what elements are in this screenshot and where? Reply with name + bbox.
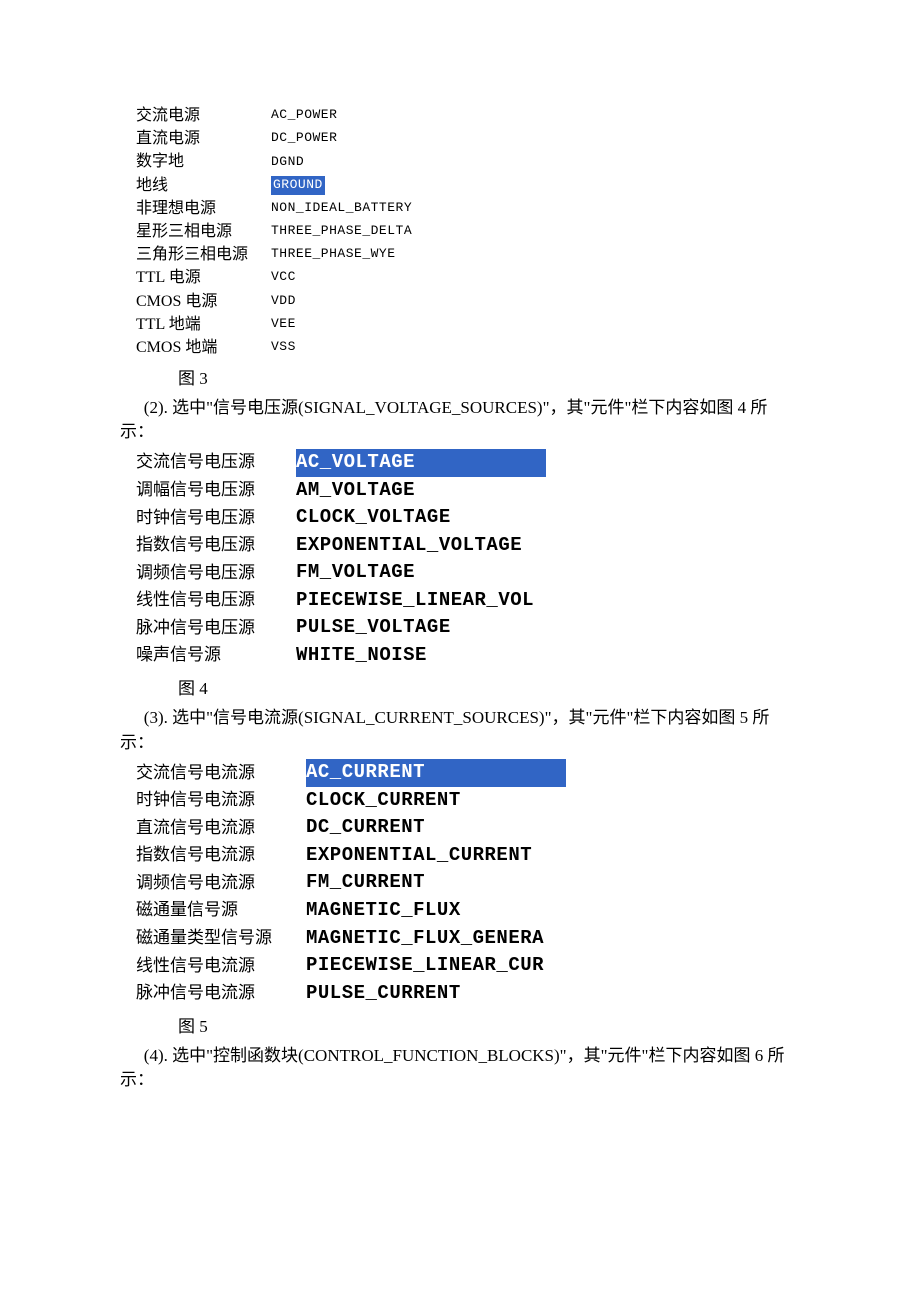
row-label-en[interactable]: MAGNETIC_FLUX_GENERA <box>306 925 566 953</box>
table-row: 交流信号电流源AC_CURRENT <box>136 759 566 787</box>
table-row: 脉冲信号电流源PULSE_CURRENT <box>136 980 566 1008</box>
table-row: 直流电源DC_POWER <box>136 127 412 150</box>
fig5-caption: 图 5 <box>178 1015 800 1040</box>
row-label-en[interactable]: VSS <box>271 336 412 359</box>
table-row: TTL 地端VEE <box>136 313 412 336</box>
table-row: 时钟信号电压源CLOCK_VOLTAGE <box>136 504 546 532</box>
table-row: 线性信号电压源PIECEWISE_LINEAR_VOL <box>136 587 546 615</box>
table-row: CMOS 地端VSS <box>136 336 412 359</box>
row-label-cn: 脉冲信号电流源 <box>136 980 306 1008</box>
table-row: 调幅信号电压源AM_VOLTAGE <box>136 477 546 505</box>
row-label-cn: 噪声信号源 <box>136 642 296 670</box>
paragraph-4: (4). 选中"控制函数块(CONTROL_FUNCTION_BLOCKS)"，… <box>120 1044 800 1093</box>
table-row: 调频信号电压源FM_VOLTAGE <box>136 559 546 587</box>
row-label-cn: 直流信号电流源 <box>136 814 306 842</box>
fig4-table: 交流信号电压源AC_VOLTAGE调幅信号电压源AM_VOLTAGE时钟信号电压… <box>136 449 546 669</box>
row-label-cn: 交流信号电流源 <box>136 759 306 787</box>
row-label-en[interactable]: PIECEWISE_LINEAR_CUR <box>306 952 566 980</box>
row-label-cn: 交流电源 <box>136 104 271 127</box>
row-label-en[interactable]: GROUND <box>271 174 412 197</box>
row-label-en[interactable]: VEE <box>271 313 412 336</box>
row-label-cn: 磁通量信号源 <box>136 897 306 925</box>
row-label-cn: 线性信号电压源 <box>136 587 296 615</box>
row-label-en[interactable]: FM_CURRENT <box>306 869 566 897</box>
fig4-caption: 图 4 <box>178 677 800 702</box>
table-row: CMOS 电源VDD <box>136 290 412 313</box>
table-row: 地线GROUND <box>136 174 412 197</box>
row-label-en[interactable]: AC_POWER <box>271 104 412 127</box>
row-label-en[interactable]: CLOCK_VOLTAGE <box>296 504 546 532</box>
row-label-cn: 星形三相电源 <box>136 220 271 243</box>
row-label-cn: 调幅信号电压源 <box>136 477 296 505</box>
table-row: 数字地DGND <box>136 150 412 173</box>
fig3-caption: 图 3 <box>178 367 800 392</box>
row-label-cn: 地线 <box>136 174 271 197</box>
table-row: 星形三相电源THREE_PHASE_DELTA <box>136 220 412 243</box>
row-label-en[interactable]: VDD <box>271 290 412 313</box>
table-row: 交流信号电压源AC_VOLTAGE <box>136 449 546 477</box>
row-label-cn: 非理想电源 <box>136 197 271 220</box>
table-row: 调频信号电流源FM_CURRENT <box>136 869 566 897</box>
row-label-en[interactable]: THREE_PHASE_DELTA <box>271 220 412 243</box>
table-row: 线性信号电流源PIECEWISE_LINEAR_CUR <box>136 952 566 980</box>
table-row: 磁通量类型信号源MAGNETIC_FLUX_GENERA <box>136 925 566 953</box>
row-label-cn: 指数信号电压源 <box>136 532 296 560</box>
row-label-en[interactable]: PIECEWISE_LINEAR_VOL <box>296 587 546 615</box>
row-label-en[interactable]: WHITE_NOISE <box>296 642 546 670</box>
table-row: 噪声信号源WHITE_NOISE <box>136 642 546 670</box>
row-label-en[interactable]: DC_CURRENT <box>306 814 566 842</box>
row-label-en[interactable]: FM_VOLTAGE <box>296 559 546 587</box>
row-label-en[interactable]: CLOCK_CURRENT <box>306 787 566 815</box>
row-label-cn: 调频信号电流源 <box>136 869 306 897</box>
table-row: 非理想电源NON_IDEAL_BATTERY <box>136 197 412 220</box>
row-label-cn: 三角形三相电源 <box>136 243 271 266</box>
row-label-cn: 指数信号电流源 <box>136 842 306 870</box>
row-label-en[interactable]: PULSE_CURRENT <box>306 980 566 1008</box>
row-label-en[interactable]: THREE_PHASE_WYE <box>271 243 412 266</box>
row-label-en[interactable]: EXPONENTIAL_VOLTAGE <box>296 532 546 560</box>
paragraph-3: (3). 选中"信号电流源(SIGNAL_CURRENT_SOURCES)"，其… <box>120 706 800 755</box>
row-label-cn: 脉冲信号电压源 <box>136 614 296 642</box>
row-label-cn: TTL 电源 <box>136 266 271 289</box>
row-label-en[interactable]: DGND <box>271 150 412 173</box>
row-label-cn: 数字地 <box>136 150 271 173</box>
fig3-table: 交流电源AC_POWER直流电源DC_POWER数字地DGND地线GROUND非… <box>136 104 412 359</box>
row-label-en[interactable]: MAGNETIC_FLUX <box>306 897 566 925</box>
document-page: 交流电源AC_POWER直流电源DC_POWER数字地DGND地线GROUND非… <box>0 0 920 1135</box>
table-row: 指数信号电流源EXPONENTIAL_CURRENT <box>136 842 566 870</box>
row-label-en[interactable]: VCC <box>271 266 412 289</box>
paragraph-2: (2). 选中"信号电压源(SIGNAL_VOLTAGE_SOURCES)"，其… <box>120 396 800 445</box>
table-row: 直流信号电流源DC_CURRENT <box>136 814 566 842</box>
row-label-cn: 交流信号电压源 <box>136 449 296 477</box>
table-row: 时钟信号电流源CLOCK_CURRENT <box>136 787 566 815</box>
row-label-cn: CMOS 电源 <box>136 290 271 313</box>
row-label-en[interactable]: AC_CURRENT <box>306 759 566 787</box>
row-label-en[interactable]: PULSE_VOLTAGE <box>296 614 546 642</box>
row-label-cn: CMOS 地端 <box>136 336 271 359</box>
row-label-cn: 时钟信号电压源 <box>136 504 296 532</box>
row-label-en[interactable]: NON_IDEAL_BATTERY <box>271 197 412 220</box>
row-label-en[interactable]: AM_VOLTAGE <box>296 477 546 505</box>
row-label-en[interactable]: EXPONENTIAL_CURRENT <box>306 842 566 870</box>
table-row: 磁通量信号源MAGNETIC_FLUX <box>136 897 566 925</box>
table-row: 交流电源AC_POWER <box>136 104 412 127</box>
table-row: 指数信号电压源EXPONENTIAL_VOLTAGE <box>136 532 546 560</box>
fig5-table: 交流信号电流源AC_CURRENT时钟信号电流源CLOCK_CURRENT直流信… <box>136 759 566 1007</box>
table-row: 脉冲信号电压源PULSE_VOLTAGE <box>136 614 546 642</box>
table-row: 三角形三相电源THREE_PHASE_WYE <box>136 243 412 266</box>
row-label-cn: 调频信号电压源 <box>136 559 296 587</box>
row-label-cn: 直流电源 <box>136 127 271 150</box>
row-label-cn: 时钟信号电流源 <box>136 787 306 815</box>
row-label-en[interactable]: AC_VOLTAGE <box>296 449 546 477</box>
row-label-cn: 线性信号电流源 <box>136 952 306 980</box>
row-label-cn: 磁通量类型信号源 <box>136 925 306 953</box>
table-row: TTL 电源VCC <box>136 266 412 289</box>
row-label-en[interactable]: DC_POWER <box>271 127 412 150</box>
row-label-cn: TTL 地端 <box>136 313 271 336</box>
